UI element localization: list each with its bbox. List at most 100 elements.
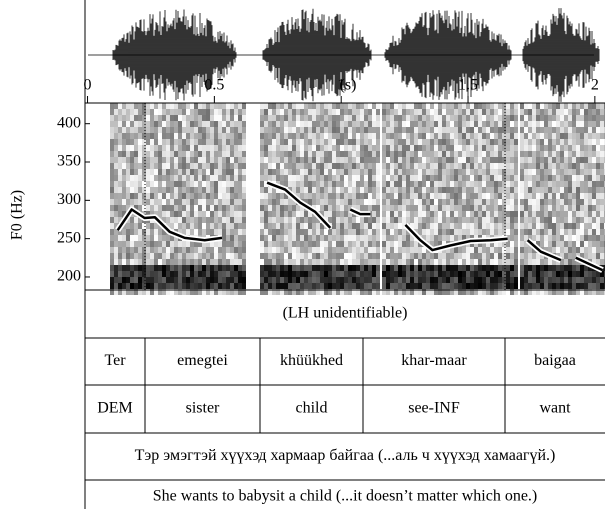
spectrogram-cell bbox=[386, 223, 390, 229]
spectrogram-cell bbox=[352, 103, 356, 109]
spectrogram-cell bbox=[260, 181, 264, 187]
spectrogram-cell bbox=[584, 229, 588, 235]
spectrogram-cell bbox=[230, 157, 234, 163]
spectrogram-cell bbox=[364, 193, 368, 199]
spectrogram-cell bbox=[122, 205, 126, 211]
spectrogram-cell bbox=[238, 265, 242, 271]
spectrogram-cell bbox=[352, 181, 356, 187]
spectrogram-cell bbox=[284, 199, 288, 205]
spectrogram-cell bbox=[410, 253, 414, 259]
spectrogram-cell bbox=[466, 271, 470, 277]
spectrogram-cell bbox=[588, 223, 592, 229]
spectrogram-cell bbox=[414, 115, 418, 121]
spectrogram-cell bbox=[158, 271, 162, 277]
spectrogram-cell bbox=[284, 127, 288, 133]
spectrogram-cell bbox=[348, 229, 352, 235]
spectrogram-cell bbox=[316, 241, 320, 247]
spectrogram-cell bbox=[390, 163, 394, 169]
spectrogram-cell bbox=[454, 223, 458, 229]
spectrogram-cell bbox=[514, 163, 518, 169]
spectrogram-cell bbox=[434, 211, 438, 217]
spectrogram-cell bbox=[410, 241, 414, 247]
spectrogram-cell bbox=[564, 259, 568, 265]
spectrogram-cell bbox=[462, 169, 466, 175]
spectrogram-cell bbox=[422, 169, 426, 175]
spectrogram-cell bbox=[288, 121, 292, 127]
spectrogram-cell bbox=[264, 229, 268, 235]
spectrogram-cell bbox=[308, 139, 312, 145]
spectrogram-cell bbox=[210, 271, 214, 277]
spectrogram-cell bbox=[150, 139, 154, 145]
spectrogram-cell bbox=[214, 259, 218, 265]
spectrogram-cell bbox=[524, 181, 528, 187]
spectrogram-cell bbox=[576, 193, 580, 199]
spectrogram-cell bbox=[536, 235, 540, 241]
spectrogram-cell bbox=[544, 205, 548, 211]
spectrogram-cell bbox=[348, 265, 352, 271]
spectrogram-cell bbox=[280, 217, 284, 223]
spectrogram-cell bbox=[134, 157, 138, 163]
spectrogram-cell bbox=[382, 157, 386, 163]
spectrogram-cell bbox=[510, 241, 514, 247]
spectrogram-cell bbox=[178, 151, 182, 157]
spectrogram-cell bbox=[364, 241, 368, 247]
spectrogram-cell bbox=[300, 241, 304, 247]
spectrogram-cell bbox=[198, 247, 202, 253]
spectrogram-cell bbox=[134, 175, 138, 181]
spectrogram-cell bbox=[576, 121, 580, 127]
spectrogram-cell bbox=[276, 133, 280, 139]
spectrogram-cell bbox=[352, 187, 356, 193]
spectrogram-cell bbox=[226, 229, 230, 235]
spectrogram-cell bbox=[126, 121, 130, 127]
spectrogram-cell bbox=[198, 169, 202, 175]
spectrogram-cell bbox=[490, 199, 494, 205]
spectrogram-cell bbox=[154, 151, 158, 157]
spectrogram-cell bbox=[316, 277, 320, 283]
spectrogram-cell bbox=[150, 133, 154, 139]
spectrogram-cell bbox=[498, 265, 502, 271]
spectrogram-cell bbox=[126, 109, 130, 115]
spectrogram-cell bbox=[470, 247, 474, 253]
spectrogram-cell bbox=[166, 109, 170, 115]
spectrogram-cell bbox=[486, 157, 490, 163]
spectrogram-cell bbox=[242, 145, 246, 151]
spectrogram-cell bbox=[340, 121, 344, 127]
spectrogram-cell bbox=[280, 103, 284, 109]
spectrogram-cell bbox=[580, 181, 584, 187]
spectrogram-cell bbox=[426, 193, 430, 199]
spectrogram-cell bbox=[556, 205, 560, 211]
spectrogram-cell bbox=[336, 145, 340, 151]
spectrogram-cell bbox=[528, 109, 532, 115]
spectrogram-cell bbox=[118, 283, 122, 289]
spectrogram-cell bbox=[474, 157, 478, 163]
spectrogram-cell bbox=[414, 223, 418, 229]
spectrogram-cell bbox=[430, 181, 434, 187]
spectrogram-cell bbox=[576, 103, 580, 109]
spectrogram-cell bbox=[528, 265, 532, 271]
spectrogram-cell bbox=[134, 151, 138, 157]
spectrogram-cell bbox=[324, 193, 328, 199]
spectrogram-cell bbox=[462, 193, 466, 199]
spectrogram-cell bbox=[442, 259, 446, 265]
spectrogram-cell bbox=[218, 241, 222, 247]
spectrogram-cell bbox=[414, 217, 418, 223]
spectrogram-cell bbox=[402, 193, 406, 199]
spectrogram-cell bbox=[552, 247, 556, 253]
spectrogram-cell bbox=[438, 253, 442, 259]
spectrogram-cell bbox=[394, 253, 398, 259]
spectrogram-cell bbox=[470, 277, 474, 283]
spectrogram-cell bbox=[584, 151, 588, 157]
spectrogram-cell bbox=[514, 223, 518, 229]
spectrogram-cell bbox=[296, 271, 300, 277]
spectrogram-cell bbox=[390, 199, 394, 205]
spectrogram-cell bbox=[202, 205, 206, 211]
spectrogram-cell bbox=[510, 277, 514, 283]
spectrogram-cell bbox=[332, 247, 336, 253]
spectrogram-cell bbox=[166, 187, 170, 193]
spectrogram-cell bbox=[280, 139, 284, 145]
spectrogram-cell bbox=[580, 109, 584, 115]
spectrogram-cell bbox=[214, 199, 218, 205]
spectrogram-cell bbox=[406, 133, 410, 139]
spectrogram-cell bbox=[422, 175, 426, 181]
spectrogram-cell bbox=[510, 115, 514, 121]
